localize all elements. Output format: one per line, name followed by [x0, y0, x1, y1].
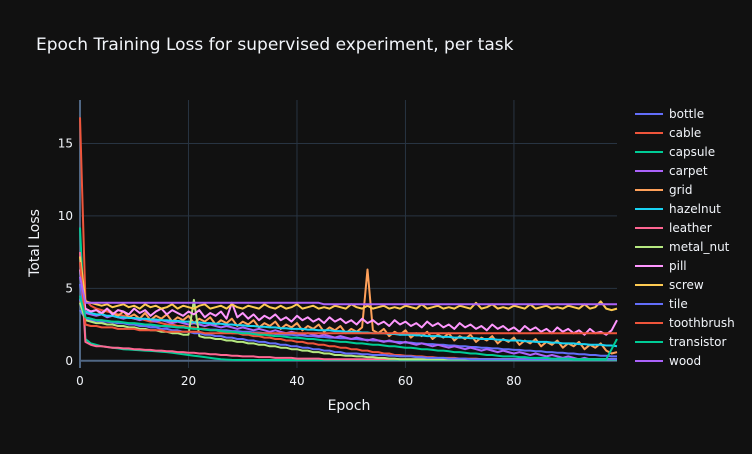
legend-item[interactable]: screw [635, 278, 704, 292]
y-tick-label: 0 [65, 354, 73, 368]
series-line-screw [79, 256, 618, 312]
legend-item[interactable]: metal_nut [635, 240, 730, 254]
x-tick-label: 20 [181, 374, 196, 388]
legend-label: metal_nut [669, 240, 730, 254]
legend-label: toothbrush [669, 316, 735, 330]
legend-item[interactable]: pill [635, 259, 687, 273]
legend-label: leather [669, 221, 712, 235]
x-tick-label: 80 [506, 374, 521, 388]
series-line-carpet [79, 299, 617, 361]
legend-item[interactable]: cable [635, 126, 701, 140]
x-tick-label: 60 [398, 374, 413, 388]
series-line-hazelnut [79, 298, 618, 348]
x-tick-label: 0 [76, 374, 84, 388]
series-line-tile [79, 283, 617, 361]
series-line-wood [79, 276, 617, 306]
y-tick-label: 10 [58, 209, 73, 223]
y-axis-title: Total Loss [27, 209, 43, 278]
legend-item[interactable]: capsule [635, 145, 715, 159]
legend-label: screw [669, 278, 704, 292]
x-tick-label: 40 [289, 374, 304, 388]
legend-item[interactable]: wood [635, 354, 701, 368]
legend-label: capsule [669, 145, 715, 159]
legend-item[interactable]: grid [635, 183, 693, 197]
series-lines [79, 117, 618, 361]
legend-item[interactable]: toothbrush [635, 316, 735, 330]
legend-label: carpet [669, 164, 708, 178]
legend-label: bottle [669, 107, 704, 121]
legend-item[interactable]: tile [635, 297, 688, 311]
legend-label: grid [669, 183, 693, 197]
legend-label: cable [669, 126, 701, 140]
legend-item[interactable]: bottle [635, 107, 704, 121]
legend-label: wood [669, 354, 701, 368]
legend-label: pill [669, 259, 687, 273]
legend-label: transistor [669, 335, 726, 349]
legend-label: tile [669, 297, 688, 311]
legend-item[interactable]: carpet [635, 164, 708, 178]
series-line-pill [79, 269, 618, 336]
axes: 0 20 40 60 80 0 5 10 15 [58, 136, 522, 388]
y-tick-label: 5 [65, 281, 73, 295]
legend: bottle cable capsule carpet grid hazelnut leat… [635, 107, 735, 368]
legend-item[interactable]: hazelnut [635, 202, 721, 216]
chart-title: Epoch Training Loss for supervised exper… [36, 35, 514, 55]
legend-item[interactable]: leather [635, 221, 712, 235]
series-line-toothbrush [79, 262, 617, 335]
series-line-transistor [79, 295, 618, 361]
legend-label: hazelnut [669, 202, 721, 216]
legend-item[interactable]: transistor [635, 335, 726, 349]
x-axis-title: Epoch [328, 398, 371, 414]
y-tick-label: 15 [58, 136, 73, 150]
